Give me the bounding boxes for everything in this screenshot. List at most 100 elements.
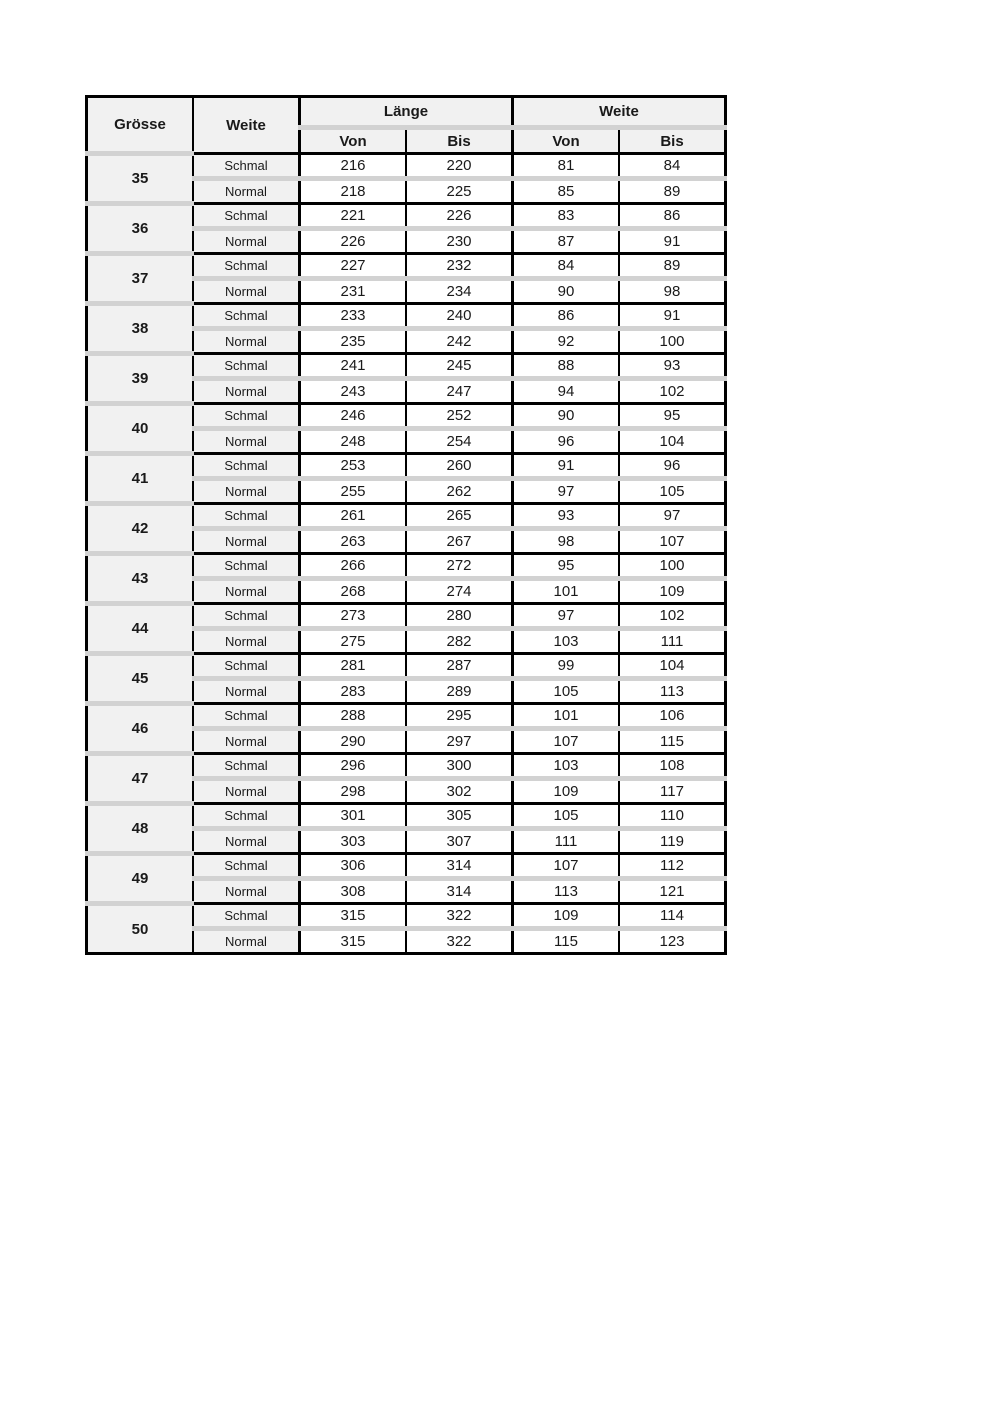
weite-bis-header: Bis (618, 127, 726, 154)
size-cell: 48 (86, 801, 193, 854)
weite-label-cell: Normal (192, 826, 300, 854)
weite-von-cell: 83 (511, 202, 619, 229)
weite-bis-cell: 105 (618, 476, 726, 504)
table-row: 46 Schmal 288 295 101 106 (86, 701, 726, 754)
laenge-bis-cell: 322 (405, 926, 513, 954)
weite-bis-cell: 109 (618, 576, 726, 604)
weite-von-cell: 101 (511, 576, 619, 604)
weite-von-cell: 109 (511, 902, 619, 929)
weite-label-cell: Normal (192, 526, 300, 554)
weite-von-cell: 93 (511, 502, 619, 529)
laenge-von-cell: 221 (298, 202, 406, 229)
laenge-bis-cell: 242 (405, 326, 513, 354)
weite-bis-cell: 108 (618, 752, 726, 779)
weite-label-cell: Schmal (192, 452, 300, 479)
size-cell: 37 (86, 251, 193, 304)
laenge-von-cell: 231 (298, 276, 406, 304)
weite-bis-cell: 96 (618, 452, 726, 479)
table-row: Normal 263 267 98 107 (87, 526, 726, 554)
weite-label-cell: Normal (192, 176, 300, 204)
size-cell: 43 (86, 551, 193, 604)
weite-von-cell: 99 (511, 652, 619, 679)
laenge-von-header: Von (298, 127, 406, 154)
weite-bis-cell: 112 (618, 852, 726, 879)
laenge-von-cell: 263 (298, 526, 406, 554)
weite-bis-cell: 102 (618, 602, 726, 629)
weite-label-cell: Normal (192, 576, 300, 604)
weite-von-cell: 103 (511, 752, 619, 779)
weite-column-header: Weite (192, 96, 300, 154)
weite-bis-cell: 93 (618, 352, 726, 379)
laenge-von-cell: 255 (298, 476, 406, 504)
weite-bis-cell: 111 (618, 626, 726, 654)
laenge-group-header: Länge (298, 96, 513, 130)
weite-von-cell: 97 (511, 602, 619, 629)
weite-von-header: Von (511, 127, 619, 154)
laenge-von-cell: 303 (298, 826, 406, 854)
weite-bis-cell: 104 (618, 426, 726, 454)
size-cell: 39 (86, 351, 193, 404)
weite-bis-cell: 95 (618, 402, 726, 429)
laenge-bis-cell: 307 (405, 826, 513, 854)
weite-bis-cell: 102 (618, 376, 726, 404)
laenge-von-cell: 273 (298, 602, 406, 629)
weite-von-cell: 95 (511, 552, 619, 579)
weite-label-cell: Normal (192, 776, 300, 804)
laenge-bis-cell: 305 (405, 802, 513, 829)
laenge-von-cell: 288 (298, 702, 406, 729)
table-row: Normal 283 289 105 113 (87, 676, 726, 704)
table-row: 42 Schmal 261 265 93 97 (86, 501, 726, 554)
weite-label-cell: Normal (192, 326, 300, 354)
weite-label-cell: Normal (192, 926, 300, 954)
size-cell: 36 (86, 201, 193, 254)
weite-label-cell: Schmal (192, 602, 300, 629)
table-row: 39 Schmal 241 245 88 93 (86, 351, 726, 404)
weite-label-cell: Normal (192, 226, 300, 254)
table-row: 40 Schmal 246 252 90 95 (86, 401, 726, 454)
weite-label-cell: Normal (192, 276, 300, 304)
size-cell: 49 (86, 851, 193, 904)
table-row: 44 Schmal 273 280 97 102 (86, 601, 726, 654)
weite-label-cell: Schmal (192, 152, 300, 179)
weite-bis-cell: 86 (618, 202, 726, 229)
laenge-von-cell: 268 (298, 576, 406, 604)
table-row: 45 Schmal 281 287 99 104 (86, 651, 726, 704)
laenge-von-cell: 243 (298, 376, 406, 404)
size-cell: 46 (86, 701, 193, 754)
laenge-bis-cell: 252 (405, 402, 513, 429)
laenge-von-cell: 306 (298, 852, 406, 879)
laenge-von-cell: 248 (298, 426, 406, 454)
laenge-bis-header: Bis (405, 127, 513, 154)
laenge-bis-cell: 232 (405, 252, 513, 279)
weite-label-cell: Normal (192, 626, 300, 654)
table-row: 36 Schmal 221 226 83 86 (86, 201, 726, 254)
laenge-bis-cell: 322 (405, 902, 513, 929)
laenge-von-cell: 226 (298, 226, 406, 254)
weite-bis-cell: 89 (618, 252, 726, 279)
laenge-von-cell: 296 (298, 752, 406, 779)
laenge-von-cell: 298 (298, 776, 406, 804)
table-row: Normal 303 307 111 119 (87, 826, 726, 854)
weite-label-cell: Schmal (192, 802, 300, 829)
laenge-bis-cell: 289 (405, 676, 513, 704)
laenge-von-cell: 241 (298, 352, 406, 379)
table-row: Normal 226 230 87 91 (87, 226, 726, 254)
laenge-von-cell: 253 (298, 452, 406, 479)
table-row: Normal 268 274 101 109 (87, 576, 726, 604)
table-row: 48 Schmal 301 305 105 110 (86, 801, 726, 854)
laenge-bis-cell: 272 (405, 552, 513, 579)
laenge-bis-cell: 254 (405, 426, 513, 454)
laenge-bis-cell: 247 (405, 376, 513, 404)
weite-label-cell: Normal (192, 426, 300, 454)
size-cell: 35 (86, 151, 193, 204)
weite-label-cell: Schmal (192, 552, 300, 579)
table-row: 47 Schmal 296 300 103 108 (86, 751, 726, 804)
weite-label-cell: Normal (192, 676, 300, 704)
laenge-von-cell: 283 (298, 676, 406, 704)
laenge-von-cell: 216 (298, 152, 406, 179)
table-row: Normal 235 242 92 100 (87, 326, 726, 354)
laenge-von-cell: 218 (298, 176, 406, 204)
weite-label-cell: Schmal (192, 752, 300, 779)
laenge-bis-cell: 280 (405, 602, 513, 629)
